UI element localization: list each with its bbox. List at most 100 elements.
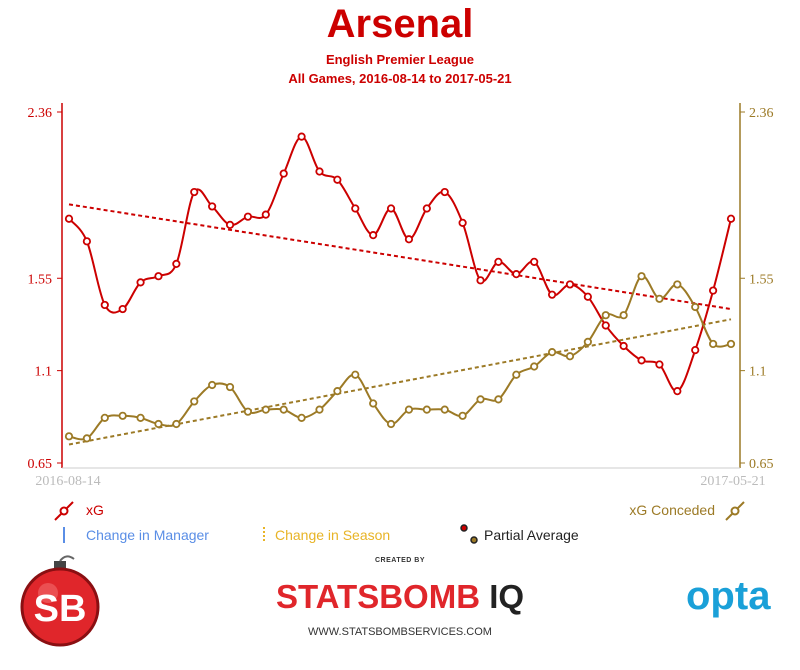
xg-conceded-point xyxy=(619,311,628,320)
xg-point xyxy=(440,187,449,197)
xg-conceded-point xyxy=(494,395,503,404)
xg-conceded-point xyxy=(208,380,217,390)
xg-conceded-line xyxy=(68,275,732,441)
left-axis-ticks: 0.65 1.1 1.55 2.36 xyxy=(28,106,62,472)
x-tick-end: 2017-05-21 xyxy=(700,474,765,489)
xg-conceded-point xyxy=(530,362,539,371)
xg-point xyxy=(190,187,199,197)
xg-conceded-point xyxy=(315,405,324,414)
statsbomb-iq-wordmark: STATSBOMB IQ xyxy=(0,578,800,616)
xg-conceded-point xyxy=(297,413,306,422)
xg-point xyxy=(136,278,145,287)
xg-point xyxy=(512,270,521,279)
xg-point xyxy=(351,204,360,213)
xg-point xyxy=(655,360,664,369)
svg-text:SB: SB xyxy=(34,588,87,630)
xg-conceded-point xyxy=(154,419,163,429)
xg-point xyxy=(279,169,288,178)
right-tick-label: 2.36 xyxy=(749,106,774,121)
xg-point xyxy=(673,387,682,396)
xg-point xyxy=(530,257,539,266)
legend-xg-marker xyxy=(54,501,74,521)
right-tick-label: 1.55 xyxy=(749,272,774,287)
xg-conceded-point xyxy=(172,419,181,429)
left-tick-label: 1.55 xyxy=(28,272,53,287)
left-tick-label: 0.65 xyxy=(28,457,53,472)
xg-conceded-point xyxy=(100,413,109,422)
xg-conceded-point xyxy=(458,411,467,420)
legend-partial-average-label: Partial Average xyxy=(484,527,579,543)
xg-conceded-point xyxy=(601,311,610,320)
xg-point xyxy=(100,300,109,310)
legend-manager-label: Change in Manager xyxy=(86,527,209,543)
xg-point xyxy=(691,346,700,355)
xg-conceded-point xyxy=(709,339,718,349)
xg-conceded-point xyxy=(279,405,288,414)
xg-point xyxy=(637,356,646,365)
trend-lines xyxy=(68,203,732,446)
xg-point xyxy=(583,292,592,301)
xg-point xyxy=(619,341,628,351)
xg-point xyxy=(601,321,610,330)
xg-conceded-point xyxy=(386,419,396,429)
statsbomb-logo: SB xyxy=(20,555,100,647)
xg-point xyxy=(82,237,91,246)
xg-point xyxy=(154,272,163,281)
xg-conceded-point xyxy=(333,387,342,396)
line-chart: 0.65 1.1 1.55 2.36 0.65 1.1 1.55 2.36 2016-08-… xyxy=(28,103,774,544)
xg-point xyxy=(261,210,270,219)
legend-xg-label: xG xyxy=(86,502,104,518)
xg-conceded-point xyxy=(726,339,736,349)
right-tick-label: 1.1 xyxy=(749,365,767,380)
xg-point xyxy=(64,214,74,223)
created-by-label: CREATED BY xyxy=(375,557,425,564)
xg-point xyxy=(208,202,217,211)
website-link[interactable]: WWW.STATSBOMBSERVICES.COM xyxy=(308,626,492,638)
left-tick-label: 1.1 xyxy=(35,365,53,380)
xg-conceded-point xyxy=(637,272,646,281)
xg-point xyxy=(315,167,324,176)
xg-conceded-point xyxy=(565,352,575,361)
xg-point xyxy=(547,290,557,299)
xg-conceded-point xyxy=(136,413,145,422)
xg-conceded-point xyxy=(673,280,682,289)
xg-conceded-point xyxy=(118,411,127,420)
xg-point xyxy=(243,212,253,221)
xg-point xyxy=(565,280,575,289)
chart-subtitle-range: All Games, 2016-08-14 to 2017-05-21 xyxy=(288,71,512,86)
xg-conceded-point xyxy=(404,405,414,414)
xg-conceded-point xyxy=(190,397,199,406)
xg-conceded-point xyxy=(440,405,449,414)
xg-conceded-point xyxy=(422,405,431,414)
xg-conceded-point xyxy=(243,407,253,416)
xg-conceded-point xyxy=(583,337,592,346)
right-tick-label: 0.65 xyxy=(749,457,774,472)
legend-season-label: Change in Season xyxy=(275,527,390,543)
xg-conceded-point xyxy=(369,399,378,408)
xg-conceded-point xyxy=(225,382,235,392)
brand-statsbomb: STATSBOMB xyxy=(275,578,481,615)
xg-conceded-point xyxy=(351,370,360,379)
xg-point xyxy=(404,235,414,244)
left-tick-label: 2.36 xyxy=(28,106,53,121)
opta-logo: opta xyxy=(686,574,771,618)
xg-point xyxy=(726,214,736,223)
xg-point xyxy=(422,204,431,213)
xg-conceded-point xyxy=(547,348,557,357)
xg-line xyxy=(68,135,732,393)
chart-title: Arsenal xyxy=(326,2,474,46)
xg-point xyxy=(458,218,467,227)
right-axis-ticks: 0.65 1.1 1.55 2.36 xyxy=(740,106,774,472)
x-tick-start: 2016-08-14 xyxy=(35,474,100,489)
series-points xyxy=(64,132,736,443)
xg-conceded-point xyxy=(512,370,521,379)
xg-conceded-point xyxy=(476,395,485,404)
xg-point xyxy=(225,220,235,229)
xg-point xyxy=(118,304,127,314)
xg-point xyxy=(709,286,718,295)
xg-point xyxy=(369,231,378,240)
series-lines xyxy=(68,135,732,441)
chart-subtitle-league: English Premier League xyxy=(325,52,475,67)
xg-conceded-point xyxy=(655,294,664,303)
xg-conceded-point xyxy=(261,405,270,414)
